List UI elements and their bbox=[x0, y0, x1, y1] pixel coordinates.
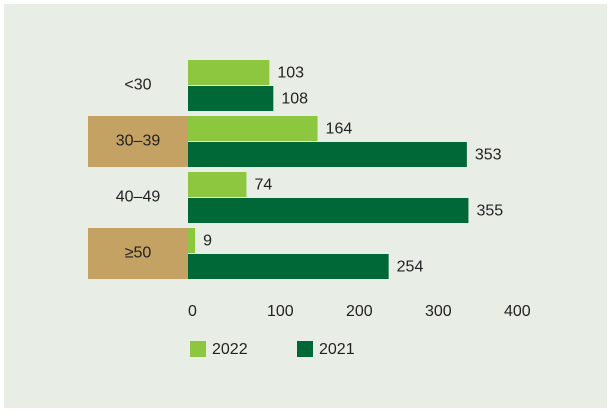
bar bbox=[188, 172, 247, 197]
bar bbox=[188, 198, 469, 223]
y-tick-label: 40–49 bbox=[116, 189, 161, 206]
x-tick-label: 400 bbox=[504, 303, 531, 320]
y-tick-label: <30 bbox=[124, 77, 151, 94]
x-tick-label: 0 bbox=[188, 303, 197, 320]
bar bbox=[188, 86, 274, 111]
x-tick-label: 200 bbox=[346, 303, 373, 320]
y-tick-label: 30–39 bbox=[116, 133, 161, 150]
data-label: 254 bbox=[397, 259, 424, 276]
category-highlight bbox=[88, 228, 188, 279]
data-label: 164 bbox=[326, 121, 353, 138]
bar bbox=[188, 116, 318, 141]
legend-swatch bbox=[297, 341, 313, 357]
data-label: 355 bbox=[476, 203, 503, 220]
data-label: 103 bbox=[277, 65, 304, 82]
y-tick-label: ≥50 bbox=[125, 245, 152, 262]
data-label: 74 bbox=[254, 177, 272, 194]
x-tick-label: 100 bbox=[267, 303, 294, 320]
data-label: 9 bbox=[203, 233, 212, 250]
data-label: 353 bbox=[475, 147, 502, 164]
category-highlight bbox=[88, 116, 188, 167]
bar bbox=[188, 60, 270, 85]
x-tick-label: 300 bbox=[425, 303, 452, 320]
bar bbox=[188, 254, 389, 279]
legend-swatch bbox=[190, 341, 206, 357]
data-label: 108 bbox=[281, 91, 308, 108]
bar bbox=[188, 228, 196, 253]
bar bbox=[188, 142, 467, 167]
legend-label: 2021 bbox=[319, 341, 355, 358]
legend-label: 2022 bbox=[212, 341, 248, 358]
